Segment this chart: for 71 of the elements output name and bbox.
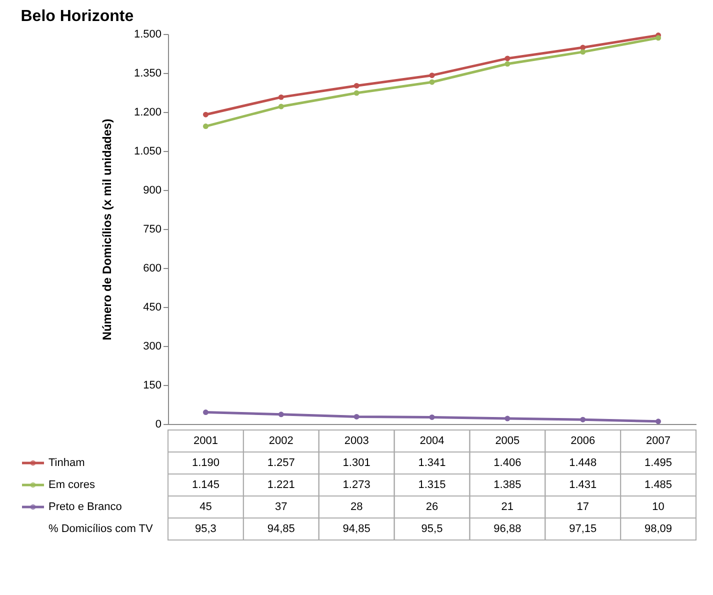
y-tick-label: 900: [143, 184, 162, 196]
data-label: 1.485: [644, 479, 672, 491]
y-tick-label: 450: [143, 302, 162, 314]
data-label: 1.431: [569, 479, 597, 491]
y-tick-label: 1.500: [134, 28, 162, 40]
legend-label: Preto e Branco: [48, 501, 122, 513]
data-label: 21: [501, 501, 514, 513]
x-tick-label: 2006: [570, 435, 596, 447]
data-label: 1.341: [418, 457, 446, 469]
legend-label: Tinham: [48, 457, 85, 469]
data-label: 1.495: [644, 457, 672, 469]
legend-label: Em cores: [48, 479, 96, 491]
text: 97,15: [569, 523, 597, 535]
point: [429, 79, 435, 85]
point: [580, 49, 586, 55]
data-label: 1.315: [418, 479, 446, 491]
data-label: 45: [200, 501, 212, 513]
data-label: 1.385: [494, 479, 522, 491]
x-tick-label: 2007: [646, 435, 671, 447]
point: [354, 90, 360, 96]
data-label: 1.448: [569, 457, 597, 469]
y-tick-label: 1.350: [134, 68, 162, 80]
data-label: 10: [652, 501, 664, 513]
text: 96,88: [494, 523, 522, 535]
point: [278, 104, 284, 110]
chart-title: Belo Horizonte: [20, 8, 134, 25]
y-tick-label: 150: [143, 380, 162, 392]
y-tick-label: 750: [143, 224, 162, 236]
point: [354, 83, 360, 88]
point: [429, 414, 435, 420]
data-label: 1.301: [342, 457, 370, 469]
x-tick-label: 2003: [344, 435, 369, 447]
text: 98,09: [644, 523, 672, 535]
point: [504, 61, 510, 67]
point: [429, 72, 435, 78]
point: [278, 94, 284, 100]
y-tick-label: 1.200: [134, 106, 162, 118]
data-label: 1.145: [192, 479, 220, 491]
y-tick-label: 0: [155, 418, 162, 430]
data-label: 1.257: [267, 457, 295, 469]
data-label: 17: [576, 501, 589, 513]
point: [202, 124, 208, 130]
point: [656, 35, 662, 41]
x-tick-label: 2004: [420, 435, 444, 447]
text: 94,85: [342, 523, 370, 535]
point: [202, 112, 208, 118]
x-tick-label: 2001: [193, 435, 218, 447]
point: [504, 416, 510, 422]
text: 95,5: [421, 523, 443, 535]
data-label: 1.190: [192, 457, 220, 469]
data-label: 26: [426, 501, 438, 513]
y-tick-label: 1.050: [134, 146, 162, 158]
text: % Domicílios com TV: [48, 523, 154, 535]
data-label: 1.221: [267, 479, 295, 491]
y-axis-title: Número de Domicílios (x mil unidades): [100, 118, 114, 340]
x-tick-label: 2005: [495, 435, 520, 447]
data-label: 28: [350, 501, 363, 513]
point: [202, 410, 208, 416]
x-tick-label: 2002: [268, 435, 294, 447]
point: [354, 414, 360, 420]
data-label: 1.406: [494, 457, 522, 469]
y-tick-label: 600: [143, 262, 162, 274]
point: [278, 412, 284, 418]
point: [656, 418, 662, 424]
point: [580, 416, 586, 422]
data-label: 1.273: [342, 479, 370, 491]
data-label: 37: [275, 501, 288, 513]
point: [504, 56, 510, 62]
text: 94,85: [267, 523, 295, 535]
text: 95,3: [195, 523, 216, 535]
y-tick-label: 300: [143, 340, 162, 352]
